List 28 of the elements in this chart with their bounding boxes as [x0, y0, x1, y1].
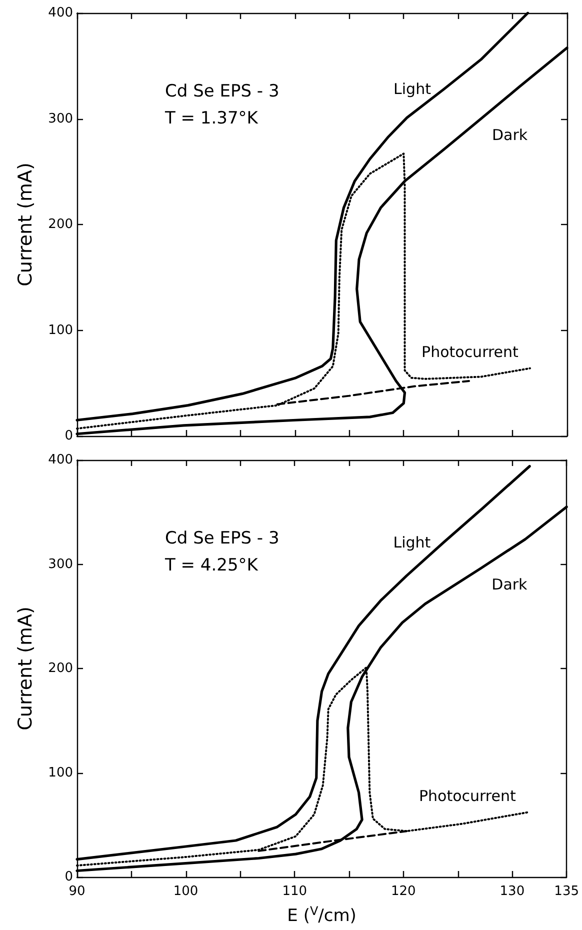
series-label: Light: [393, 533, 431, 552]
y-tick-label: 100: [48, 322, 73, 338]
x-tick-label: 90: [68, 884, 86, 899]
y-tick-label: 400: [48, 452, 73, 468]
annotation: T = 4.25°K: [164, 556, 259, 576]
y-tick-label: 200: [48, 661, 73, 676]
y-axis-title: Current (mA): [14, 162, 36, 286]
y-tick-label: 400: [48, 6, 73, 20]
annotation: Cd Se EPS - 3: [165, 528, 280, 548]
y-tick-label: 0: [64, 870, 73, 884]
y-tick-label: 0: [64, 428, 73, 444]
x-tick-label: 120: [390, 884, 416, 899]
series-label: Light: [394, 80, 432, 98]
annotation: T = 1.37°K: [164, 108, 259, 128]
y-tick-label: 100: [48, 765, 73, 780]
series-label: Dark: [492, 575, 528, 594]
x-tick-label: 100: [173, 884, 198, 899]
annotation: Cd Se EPS - 3: [165, 82, 280, 102]
x-tick-label: 130: [500, 884, 525, 899]
series-label: Photocurrent: [422, 342, 519, 361]
series-label: Dark: [492, 126, 528, 144]
y-tick-label: 200: [48, 217, 73, 232]
x-tick-label: 110: [282, 884, 308, 899]
y-tick-label: 300: [48, 111, 73, 126]
series-label: Photocurrent: [418, 786, 516, 805]
y-axis-title: Current (mA): [14, 606, 36, 730]
y-tick-label: 300: [48, 556, 73, 572]
x-tick-label: 135: [554, 884, 580, 899]
